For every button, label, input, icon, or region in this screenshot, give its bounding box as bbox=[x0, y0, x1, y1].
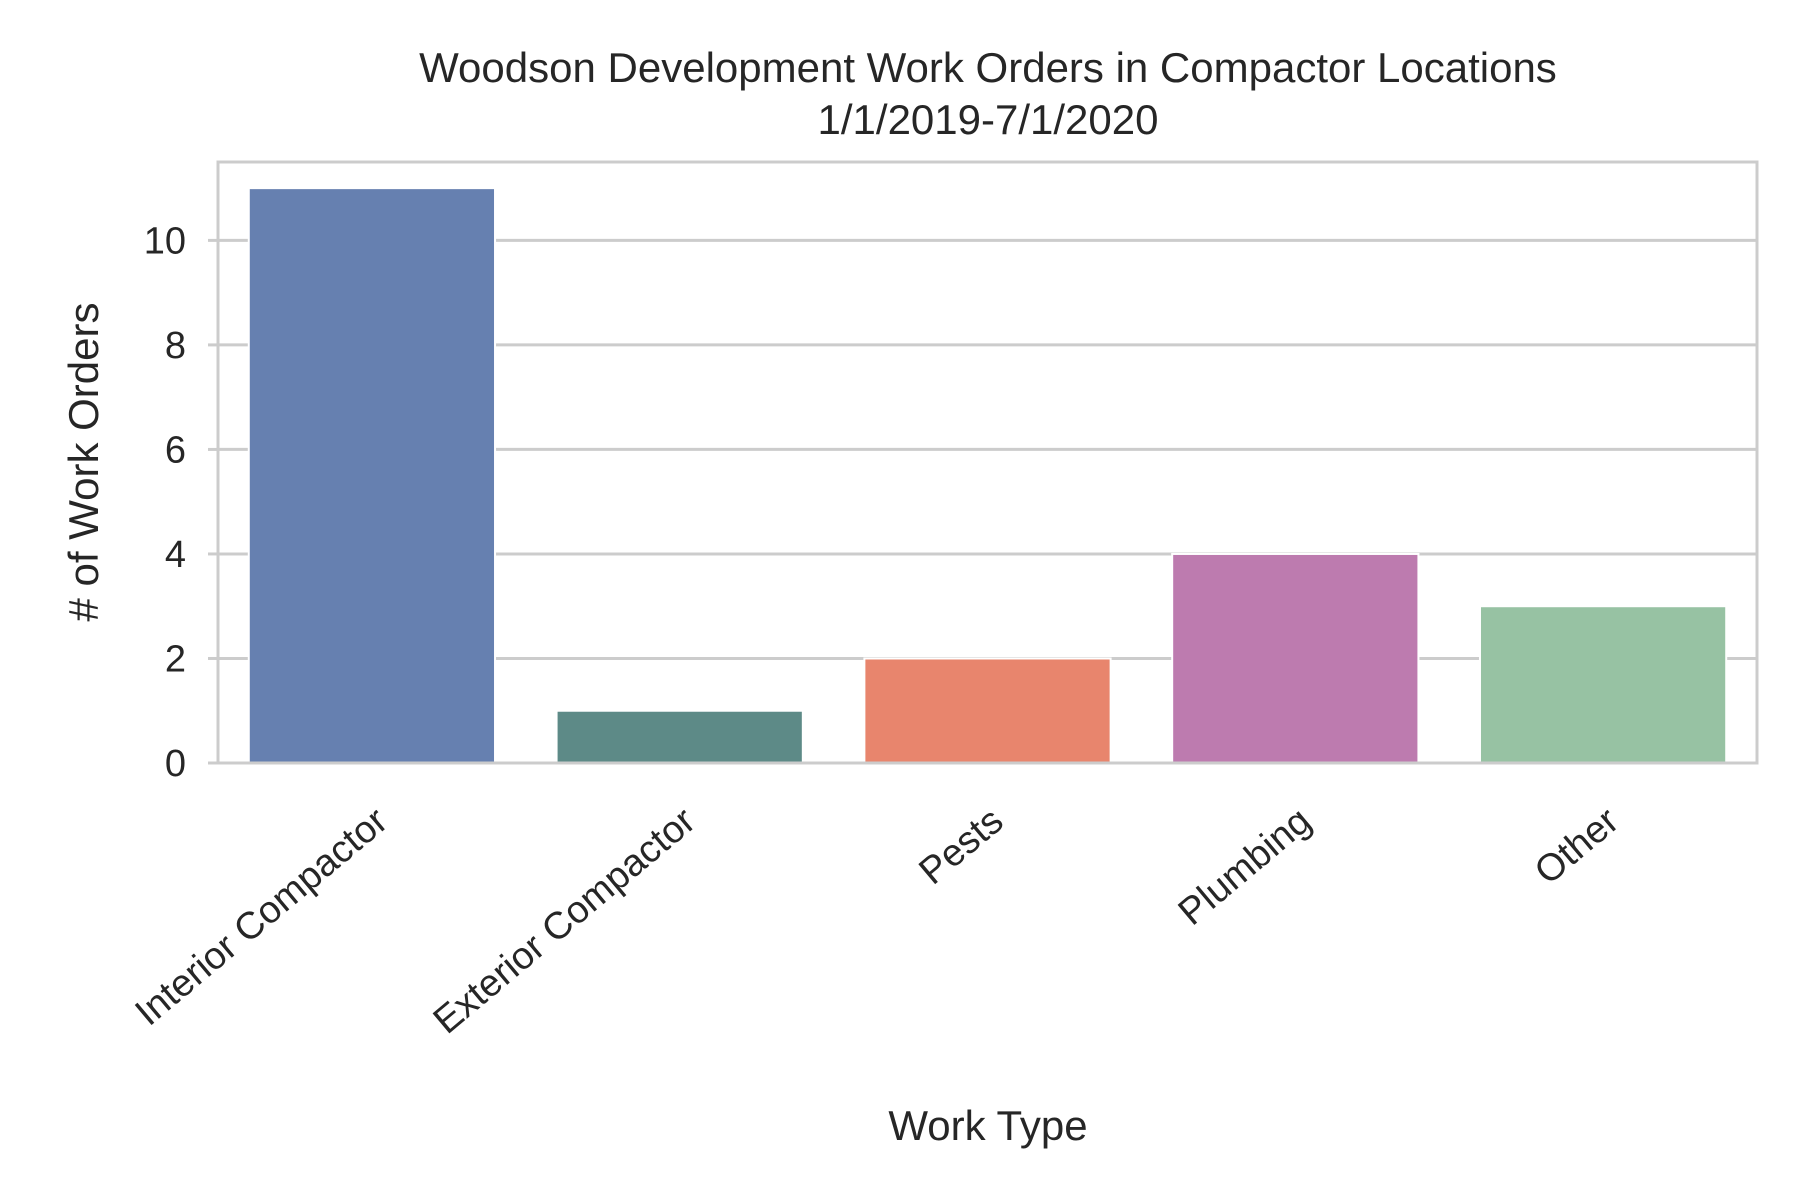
x-axis-ticks: Interior Compactor Exterior Compactor Pest… bbox=[128, 800, 1628, 1043]
x-tick-label: Plumbing bbox=[1171, 800, 1319, 934]
y-tick-label: 2 bbox=[165, 638, 186, 680]
y-axis-label: # of Work Orders bbox=[60, 303, 107, 622]
bars bbox=[247, 187, 1728, 765]
bar-interior-compactor bbox=[247, 187, 497, 764]
y-tick-label: 6 bbox=[165, 429, 186, 471]
chart-subtitle: 1/1/2019-7/1/2020 bbox=[818, 96, 1159, 143]
x-tick-label: Exterior Compactor bbox=[426, 800, 704, 1043]
bar-plumbing bbox=[1171, 552, 1420, 765]
y-axis-ticks: 0 2 4 6 8 10 bbox=[144, 220, 218, 785]
chart-title: Woodson Development Work Orders in Compa… bbox=[419, 44, 1557, 91]
y-tick-label: 4 bbox=[165, 534, 186, 576]
x-tick-label: Other bbox=[1527, 800, 1627, 893]
x-tick-label: Interior Compactor bbox=[128, 800, 396, 1035]
x-axis-label: Work Type bbox=[888, 1102, 1087, 1149]
plot-frame bbox=[216, 160, 1759, 765]
bar-pests bbox=[863, 657, 1112, 765]
y-tick-label: 8 bbox=[165, 325, 186, 367]
x-tick-label: Pests bbox=[911, 800, 1011, 893]
y-tick-label: 0 bbox=[165, 743, 186, 785]
y-tick-label: 10 bbox=[144, 220, 186, 262]
bar-other bbox=[1478, 605, 1728, 765]
bar-exterior-compactor bbox=[555, 709, 804, 765]
